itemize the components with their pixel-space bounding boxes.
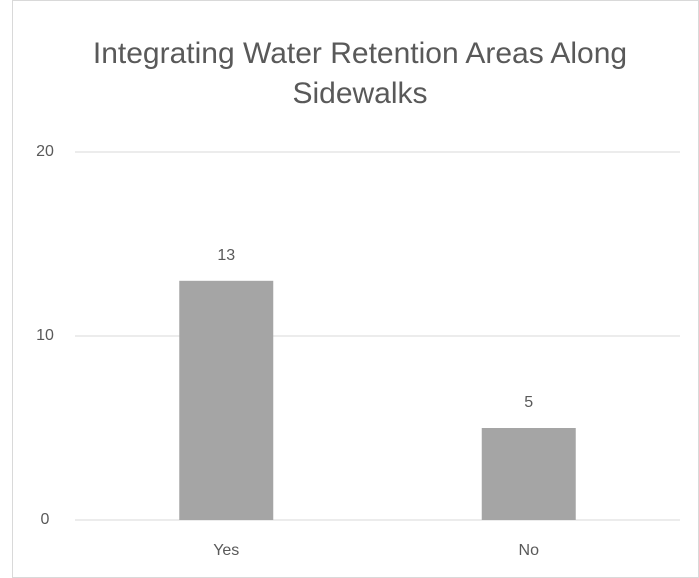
bar — [481, 428, 576, 520]
y-tick-label: 0 — [41, 511, 50, 528]
y-tick-label: 10 — [36, 327, 54, 344]
chart-border — [12, 0, 699, 578]
data-label: 13 — [217, 247, 235, 264]
bar — [179, 280, 274, 520]
data-label: 5 — [524, 394, 533, 411]
x-tick-label: Yes — [213, 542, 239, 559]
chart-title: Integrating Water Retention Areas Along … — [92, 37, 628, 110]
x-tick-label: No — [519, 542, 540, 559]
y-tick-label: 20 — [36, 143, 54, 160]
